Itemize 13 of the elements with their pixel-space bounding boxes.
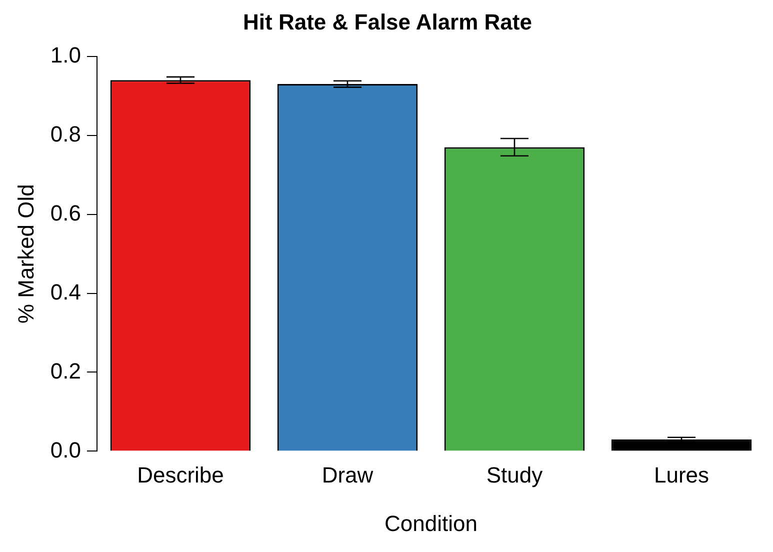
x-tick-label: Draw bbox=[322, 462, 374, 488]
y-tick-label: 0.0 bbox=[50, 437, 81, 462]
y-tick-label: 0.4 bbox=[50, 279, 81, 304]
x-tick-label: Describe bbox=[137, 462, 224, 488]
y-tick-label: 1.0 bbox=[50, 42, 81, 68]
x-axis-title: Condition bbox=[384, 510, 478, 536]
x-tick-label: Study bbox=[486, 462, 543, 488]
y-tick-label: 0.8 bbox=[50, 121, 81, 146]
y-tick-label: 0.2 bbox=[50, 358, 81, 384]
y-tick-label: 0.6 bbox=[50, 200, 81, 226]
chart-title: Hit Rate & False Alarm Rate bbox=[243, 9, 532, 34]
y-axis-title: % Marked Old bbox=[13, 184, 38, 324]
x-tick-label: Lures bbox=[654, 462, 710, 488]
